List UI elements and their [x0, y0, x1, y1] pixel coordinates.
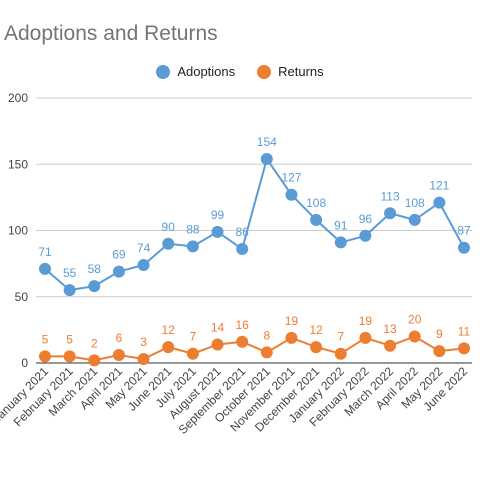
y-tick-label: 150	[8, 157, 28, 171]
data-point-returns	[88, 354, 101, 367]
data-label-adoptions: 90	[162, 220, 176, 234]
data-label-returns: 7	[190, 330, 197, 344]
data-label-adoptions: 71	[38, 245, 52, 259]
data-point-adoptions	[162, 237, 175, 250]
data-label-returns: 5	[42, 332, 49, 346]
data-label-returns: 19	[285, 314, 299, 328]
data-label-returns: 12	[162, 323, 176, 337]
data-label-returns: 11	[458, 324, 471, 338]
data-point-returns	[408, 330, 421, 343]
legend-item-adoptions[interactable]: Adoptions	[156, 64, 235, 79]
y-tick-label: 200	[8, 91, 28, 105]
data-label-adoptions: 121	[429, 179, 449, 193]
data-label-adoptions: 69	[112, 248, 126, 262]
data-label-adoptions: 55	[63, 266, 77, 280]
data-label-adoptions: 74	[137, 241, 151, 255]
data-label-adoptions: 108	[405, 196, 425, 210]
data-point-returns	[433, 345, 446, 358]
data-label-returns: 16	[235, 318, 249, 332]
data-label-returns: 3	[140, 335, 147, 349]
data-label-returns: 12	[309, 323, 323, 337]
data-point-returns	[334, 347, 347, 360]
data-point-adoptions	[359, 229, 372, 242]
data-point-adoptions	[408, 213, 421, 226]
legend-item-returns[interactable]: Returns	[257, 64, 324, 79]
y-tick-label: 100	[8, 224, 28, 238]
data-label-adoptions: 108	[306, 196, 326, 210]
legend-label-returns: Returns	[278, 64, 324, 79]
data-point-returns	[162, 341, 175, 354]
data-label-returns: 19	[359, 314, 373, 328]
data-point-adoptions	[39, 262, 51, 275]
data-label-adoptions: 99	[211, 208, 225, 222]
data-point-returns	[384, 339, 397, 352]
data-label-adoptions: 91	[334, 218, 348, 232]
data-point-returns	[211, 338, 224, 351]
data-label-adoptions: 113	[380, 189, 399, 203]
data-point-adoptions	[63, 284, 76, 297]
legend-label-adoptions: Adoptions	[177, 64, 236, 79]
data-point-returns	[359, 331, 372, 344]
data-point-adoptions	[384, 207, 397, 220]
data-point-returns	[236, 335, 249, 348]
data-point-adoptions	[458, 241, 470, 254]
data-point-returns	[260, 346, 273, 359]
legend-marker-returns	[257, 64, 272, 79]
data-point-returns	[39, 350, 51, 363]
data-label-returns: 13	[383, 322, 397, 336]
data-point-adoptions	[186, 240, 199, 253]
data-point-adoptions	[236, 243, 249, 256]
data-label-adoptions: 86	[235, 225, 249, 239]
legend-marker-adoptions	[156, 64, 171, 79]
data-point-returns	[285, 331, 298, 344]
data-point-returns	[186, 347, 199, 360]
y-tick-label: 0	[21, 356, 28, 370]
data-label-returns: 8	[263, 328, 270, 342]
data-point-adoptions	[285, 188, 298, 201]
data-point-returns	[63, 350, 76, 363]
data-label-adoptions: 58	[88, 262, 102, 276]
data-point-adoptions	[88, 280, 101, 293]
data-label-returns: 9	[436, 327, 443, 341]
data-point-adoptions	[310, 213, 323, 226]
series-line-returns	[45, 335, 465, 362]
data-label-returns: 2	[91, 336, 98, 350]
data-point-returns	[310, 341, 323, 354]
data-point-adoptions	[433, 196, 446, 209]
chart-legend: Adoptions Returns	[0, 64, 480, 79]
data-label-adoptions: 154	[257, 135, 277, 149]
series-line-adoptions	[44, 156, 465, 292]
data-point-returns	[137, 353, 150, 366]
data-point-returns	[112, 349, 125, 362]
data-label-returns: 5	[66, 332, 73, 346]
data-label-returns: 20	[408, 313, 422, 327]
data-label-adoptions: 87	[457, 224, 471, 238]
data-point-adoptions	[211, 225, 224, 238]
data-point-adoptions	[137, 258, 150, 271]
y-tick-label: 50	[15, 290, 29, 304]
data-label-returns: 14	[211, 320, 225, 334]
data-point-adoptions	[334, 236, 347, 249]
data-point-adoptions	[260, 152, 273, 165]
data-label-adoptions: 96	[359, 212, 373, 226]
chart-title: Adoptions and Returns	[4, 22, 218, 45]
data-point-adoptions	[112, 265, 125, 278]
data-point-returns	[458, 342, 470, 355]
data-label-returns: 7	[337, 330, 344, 344]
data-label-adoptions: 127	[281, 171, 301, 185]
data-label-adoptions: 88	[186, 222, 200, 236]
data-label-returns: 6	[116, 331, 123, 345]
